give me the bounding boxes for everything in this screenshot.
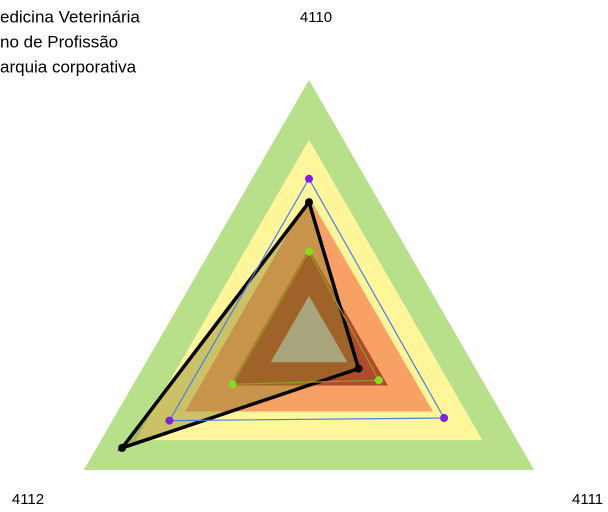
series-marker bbox=[305, 174, 313, 183]
series-line bbox=[117, 198, 361, 452]
band bbox=[270, 295, 348, 363]
axis-label: 4110 bbox=[300, 9, 332, 26]
series-marker bbox=[305, 198, 313, 207]
series-marker bbox=[165, 416, 174, 425]
series-marker bbox=[305, 247, 313, 256]
legend-entry: arquia corporativa bbox=[0, 57, 137, 76]
axis-label: 4111 bbox=[572, 491, 603, 508]
series-line bbox=[168, 177, 446, 422]
series-marker bbox=[440, 414, 449, 422]
legend-entry: edicina Veterinária bbox=[0, 7, 140, 26]
series-marker bbox=[374, 376, 383, 385]
axis-label: 4112 bbox=[12, 491, 44, 508]
series-marker bbox=[228, 380, 237, 389]
series-marker bbox=[354, 364, 363, 373]
series-line bbox=[231, 250, 380, 385]
legend-entry: no de Profissão bbox=[0, 32, 118, 51]
series-marker bbox=[118, 443, 127, 452]
